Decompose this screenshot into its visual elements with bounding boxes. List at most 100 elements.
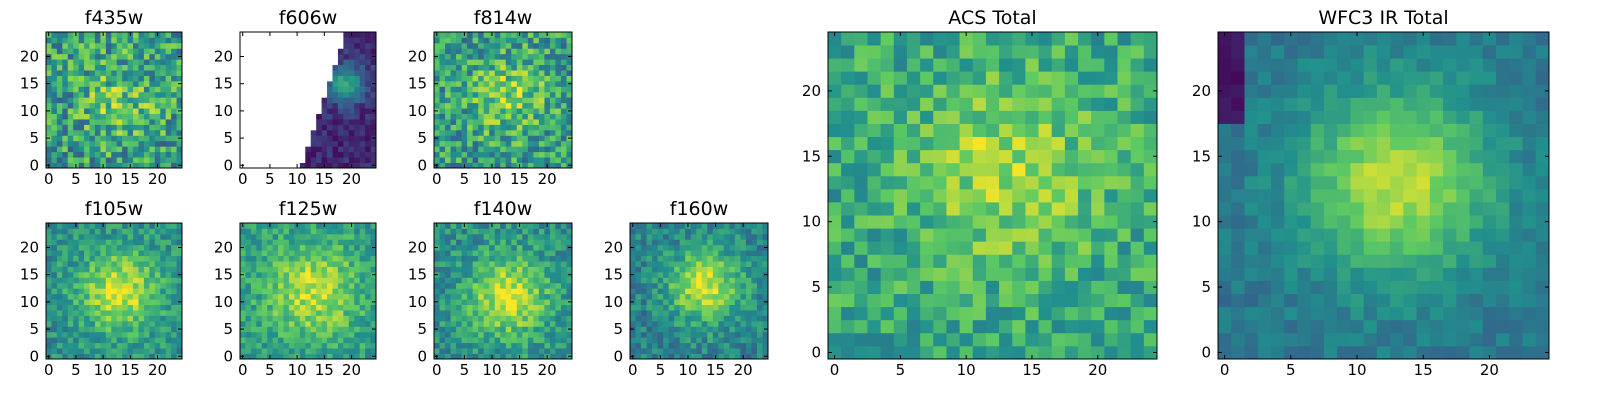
heatmap-cell xyxy=(359,310,366,316)
heatmap-cell xyxy=(267,70,274,76)
heatmap-cell xyxy=(78,64,85,71)
heatmap-cell xyxy=(294,42,301,49)
heatmap-cell xyxy=(62,331,69,338)
heatmap-cell xyxy=(327,146,333,153)
heatmap-cell xyxy=(149,239,156,246)
heatmap-cell xyxy=(78,86,85,93)
heatmap-cell xyxy=(165,48,172,55)
heatmap-cell xyxy=(527,304,534,311)
heatmap-cell xyxy=(505,32,512,38)
heatmap-cell xyxy=(657,315,664,322)
heatmap-cell xyxy=(1104,228,1118,242)
heatmap-cell xyxy=(718,337,725,344)
heatmap-cell xyxy=(62,244,69,251)
heatmap-cell xyxy=(1038,332,1053,347)
heatmap-cell xyxy=(718,310,725,316)
heatmap-cell xyxy=(555,266,562,273)
heatmap-cell xyxy=(272,250,279,257)
heatmap-cell xyxy=(500,244,507,251)
heatmap-cell xyxy=(527,348,534,354)
heatmap-cell xyxy=(267,135,274,142)
heatmap-cell xyxy=(445,331,451,338)
heatmap-cell xyxy=(527,228,534,235)
heatmap-cell xyxy=(959,228,974,242)
x-tick-label: 20 xyxy=(342,361,361,379)
heatmap-cell xyxy=(450,129,457,136)
heatmap-cell xyxy=(522,271,529,278)
heatmap-cell xyxy=(483,320,490,327)
heatmap-cell xyxy=(674,255,681,262)
heatmap-cell xyxy=(256,157,263,163)
heatmap-cell xyxy=(690,239,697,246)
heatmap-cell xyxy=(299,64,306,71)
heatmap-cell xyxy=(51,91,58,98)
heatmap-cell xyxy=(522,293,529,300)
heatmap-cell xyxy=(494,293,501,300)
heatmap-cell xyxy=(176,228,183,235)
y-tick-label: 0 xyxy=(29,156,39,174)
heatmap-cell xyxy=(933,345,947,360)
heatmap-cell xyxy=(73,320,80,327)
axes-frame xyxy=(433,222,573,360)
heatmap-cell xyxy=(1104,293,1118,308)
heatmap-cell xyxy=(745,310,752,316)
heatmap-cell xyxy=(439,244,446,251)
heatmap-cell xyxy=(127,337,134,344)
heatmap-cell xyxy=(51,70,58,76)
heatmap-cell xyxy=(316,102,322,109)
heatmap-cell xyxy=(294,326,301,333)
heatmap-cell xyxy=(256,91,263,98)
heatmap-cell xyxy=(310,151,317,158)
heatmap-cell xyxy=(67,113,74,120)
heatmap-cell xyxy=(149,135,156,142)
heatmap-cell xyxy=(337,310,344,316)
heatmap-cell xyxy=(527,223,534,229)
heatmap-cell xyxy=(154,108,161,114)
heatmap-cell xyxy=(707,271,714,278)
heatmap-cell xyxy=(327,293,333,300)
heatmap-cell xyxy=(343,32,350,38)
heatmap-cell xyxy=(544,53,551,60)
heatmap-cell xyxy=(489,299,496,305)
heatmap-cell xyxy=(62,119,69,125)
heatmap-cell xyxy=(439,102,446,109)
heatmap-cell xyxy=(143,299,150,305)
heatmap-cell xyxy=(348,48,355,55)
heatmap-cell xyxy=(527,53,534,60)
heatmap-cell xyxy=(434,315,440,322)
heatmap-cell xyxy=(165,135,172,142)
heatmap-cell xyxy=(635,233,642,240)
heatmap-cell xyxy=(467,320,474,327)
heatmap-cell xyxy=(494,288,501,295)
heatmap-cell xyxy=(62,353,69,360)
heatmap-cell xyxy=(538,239,545,246)
heatmap-cell xyxy=(56,151,63,158)
heatmap-cell xyxy=(762,266,769,273)
heatmap-cell xyxy=(143,97,150,104)
heatmap-cell xyxy=(354,151,361,158)
heatmap-cell xyxy=(278,119,284,125)
heatmap-cell xyxy=(316,32,322,38)
heatmap-cell xyxy=(256,277,263,284)
heatmap-cell xyxy=(67,239,74,246)
heatmap-cell xyxy=(555,348,562,354)
heatmap-cell xyxy=(294,70,301,76)
heatmap-cell xyxy=(138,119,145,125)
heatmap-cell xyxy=(305,261,312,267)
heatmap-cell xyxy=(1025,241,1039,255)
heatmap-cell xyxy=(272,129,279,136)
heatmap-cell xyxy=(116,140,123,147)
heatmap-cell xyxy=(522,277,529,284)
heatmap-cell xyxy=(84,140,90,147)
heatmap-cell xyxy=(267,97,274,104)
heatmap-cell xyxy=(67,86,74,93)
heatmap-cell xyxy=(51,299,58,305)
y-tick-label: 10 xyxy=(408,293,427,311)
heatmap-cell xyxy=(133,151,139,158)
heatmap-cell xyxy=(283,239,290,246)
heatmap-cell xyxy=(100,288,107,295)
heatmap-cell xyxy=(154,337,161,344)
heatmap-cell xyxy=(560,233,567,240)
heatmap-cell xyxy=(657,255,664,262)
